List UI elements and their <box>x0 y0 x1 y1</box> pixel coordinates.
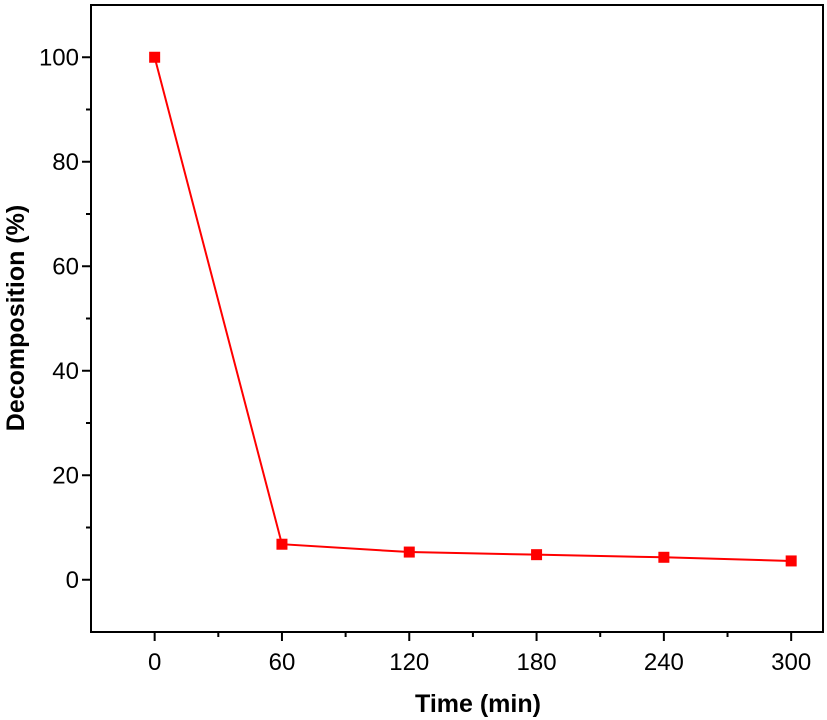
x-tick-label: 240 <box>644 649 684 676</box>
data-point <box>785 555 797 567</box>
y-tick-label: 20 <box>52 462 79 489</box>
x-tick-label: 300 <box>771 649 811 676</box>
y-tick-label: 0 <box>66 567 79 594</box>
data-point <box>531 549 543 561</box>
data-point <box>276 538 288 550</box>
series-line <box>153 56 792 562</box>
y-tick-label: 40 <box>52 358 79 385</box>
plot-layer: 0 60 120 180 240 300 0 20 40 60 80 100 <box>39 4 824 676</box>
y-tick-label: 80 <box>52 149 79 176</box>
x-tick-label: 120 <box>389 649 429 676</box>
data-point <box>149 51 161 63</box>
y-tick-label: 100 <box>39 44 79 71</box>
data-point <box>658 551 670 563</box>
y-axis-title: Decomposition (%) <box>2 205 30 431</box>
y-tick-label: 60 <box>52 253 79 280</box>
x-tick-label: 60 <box>269 649 296 676</box>
data-point <box>403 546 415 558</box>
x-axis-title: Time (min) <box>415 690 541 718</box>
x-tick-label: 180 <box>517 649 557 676</box>
x-tick-label: 0 <box>148 649 161 676</box>
plot-frame <box>90 4 824 633</box>
